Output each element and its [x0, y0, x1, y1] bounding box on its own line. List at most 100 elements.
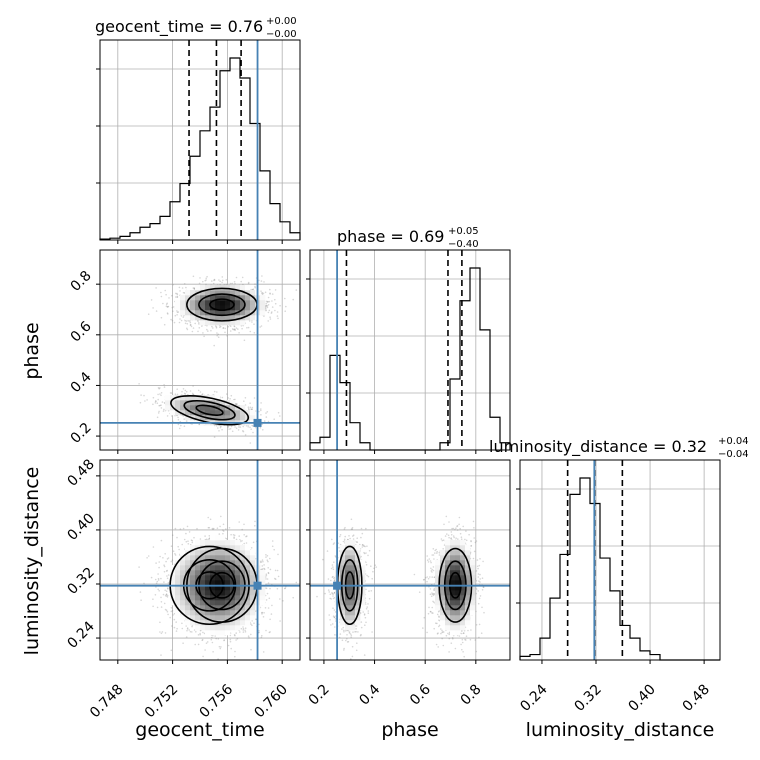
- panel-phase-vs-geocent-time-cell: [165, 405, 171, 411]
- panel-phase-vs-geocent-time-point: [190, 325, 193, 328]
- panel-luminosity-distance-vs-geocent-time-point: [240, 627, 243, 630]
- panel-phase-vs-geocent-time-point: [258, 279, 260, 282]
- panel-phase-vs-geocent-time-point: [250, 288, 252, 291]
- panel-luminosity-distance-vs-geocent-time-point: [208, 526, 211, 529]
- panel-phase-vs-geocent-time-point: [163, 386, 166, 388]
- panel-phase-vs-geocent-time-cell: [210, 300, 216, 306]
- panel-luminosity-distance-vs-geocent-time-point: [260, 561, 262, 564]
- panel-luminosity-distance-vs-geocent-time-point: [139, 591, 142, 593]
- panel-luminosity-distance-vs-geocent-time-point: [166, 594, 169, 597]
- panel-phase-vs-geocent-time-point: [150, 299, 153, 301]
- panel-phase-vs-geocent-time-point: [143, 394, 145, 397]
- panel-phase-vs-geocent-time-point: [202, 280, 204, 283]
- panel-phase-vs-geocent-time-cell: [250, 300, 256, 306]
- panel-phase-vs-geocent-time-point: [178, 427, 181, 430]
- panel-luminosity-distance-vs-geocent-time-point: [217, 658, 219, 660]
- panel-luminosity-distance-vs-geocent-time-point: [241, 528, 243, 531]
- panel-phase-vs-geocent-time-point: [240, 280, 242, 283]
- panel-phase-vs-geocent-time-point: [173, 321, 176, 324]
- panel-phase-vs-geocent-time-point: [180, 424, 182, 427]
- panel-phase-vs-geocent-time-point: [198, 423, 200, 426]
- panel-phase-vs-geocent-time-cell: [225, 305, 231, 311]
- panel-phase-vs-geocent-time-point: [271, 306, 274, 308]
- panel-phase-vs-geocent-time-point: [263, 420, 266, 422]
- panel-phase-vs-geocent-time-point: [236, 403, 238, 406]
- panel-phase-vs-geocent-time-point: [221, 281, 223, 284]
- panel-phase-vs-geocent-time-point: [219, 325, 222, 328]
- panel-phase-vs-geocent-time-point: [219, 426, 222, 429]
- panel-phase-vs-geocent-time-point: [251, 321, 253, 323]
- panel-phase-vs-geocent-time-point: [237, 328, 239, 330]
- panel-phase-vs-geocent-time-point: [265, 412, 267, 414]
- panel-phase-vs-geocent-time-cell: [220, 315, 226, 321]
- panel-phase-vs-geocent-time-cell: [180, 295, 186, 301]
- panel-phase-vs-geocent-time-point: [253, 397, 256, 399]
- panel-phase-vs-geocent-time-point: [198, 282, 201, 285]
- panel-luminosity-distance-vs-geocent-time-point: [243, 542, 245, 545]
- panel-phase-vs-geocent-time-cell: [235, 285, 241, 291]
- panel-phase-vs-geocent-time-point: [267, 320, 270, 322]
- panel-luminosity-distance-vs-geocent-time-point: [260, 561, 262, 563]
- panel-phase-vs-geocent-time-cell: [215, 410, 221, 416]
- panel-luminosity-distance-vs-geocent-time-point: [158, 566, 160, 569]
- panel-phase-vs-geocent-time-point: [193, 287, 196, 289]
- panel-luminosity-distance-vs-geocent-time-point: [269, 631, 271, 633]
- panel-phase-vs-geocent-time-point: [261, 292, 264, 294]
- panel-luminosity-distance-vs-geocent-time-point: [246, 535, 248, 537]
- panel-phase-vs-geocent-time-cell: [190, 310, 196, 316]
- panel-phase-vs-geocent-time-point: [202, 332, 204, 334]
- panel-phase-vs-geocent-time-cell: [235, 410, 241, 416]
- panel-luminosity-distance-vs-geocent-time-point: [228, 527, 231, 529]
- panel-phase-vs-geocent-time-point: [160, 407, 163, 409]
- panel-luminosity-distance-vs-geocent-time-point: [160, 596, 162, 599]
- panel-phase-vs-geocent-time-cell: [175, 400, 181, 406]
- panel-phase-vs-geocent-time-point: [189, 321, 192, 324]
- panel-luminosity-distance-vs-geocent-time-point: [262, 651, 265, 653]
- panel-phase-vs-geocent-time-point: [234, 328, 236, 331]
- panel-phase-vs-geocent-time-cell: [245, 295, 251, 301]
- panel-phase-vs-geocent-time-cell: [205, 290, 211, 296]
- panel-luminosity-distance-vs-geocent-time-point: [265, 629, 267, 632]
- panel-phase-vs-geocent-time-point: [197, 320, 199, 323]
- panel-luminosity-distance-vs-geocent-time-point: [208, 538, 210, 540]
- panel-phase-vs-geocent-time-point: [166, 302, 168, 305]
- panel-phase-vs-geocent-time-cell: [175, 305, 181, 311]
- panel-luminosity-distance-vs-geocent-time-point: [233, 534, 236, 537]
- panel-luminosity-distance-vs-geocent-time-point: [225, 537, 228, 540]
- panel-phase-vs-geocent-time-cell: [220, 305, 226, 311]
- panel-luminosity-distance-vs-geocent-time-point: [214, 635, 216, 637]
- panel-phase-vs-geocent-time-point: [192, 287, 195, 289]
- panel-phase-vs-geocent-time-point: [176, 311, 179, 314]
- panel-luminosity-distance-vs-geocent-time-point: [222, 529, 224, 531]
- panel-phase-vs-geocent-time-point: [139, 401, 142, 404]
- panel-phase-vs-geocent-time-point: [185, 420, 188, 422]
- panel-luminosity-distance-vs-geocent-time-point: [165, 593, 168, 595]
- panel-phase-vs-geocent-time-point: [172, 420, 174, 423]
- panel-phase-vs-geocent-time-point: [191, 392, 194, 395]
- panel-phase-vs-geocent-time-cell: [235, 305, 241, 311]
- panel-phase-vs-geocent-time-point: [267, 300, 269, 303]
- panel-phase-vs-geocent-time-cell: [240, 415, 246, 421]
- panel-luminosity-distance-vs-geocent-time-point: [255, 618, 257, 621]
- hist-luminosity-distance-frame: [519, 459, 721, 661]
- panel-phase-vs-geocent-time-point: [192, 327, 195, 329]
- panel-luminosity-distance-vs-geocent-time-point: [266, 592, 269, 595]
- panel-phase-vs-geocent-time-point: [176, 293, 179, 296]
- panel-phase-vs-geocent-time-cell: [240, 405, 246, 411]
- panel-luminosity-distance-vs-geocent-time-point: [218, 533, 221, 535]
- panel-luminosity-distance-vs-geocent-time-point: [267, 582, 270, 584]
- panel-luminosity-distance-vs-geocent-time-point: [263, 612, 265, 614]
- panel-phase-vs-geocent-time-cell: [195, 315, 201, 321]
- panel-phase-vs-geocent-time-point: [243, 339, 246, 342]
- panel-phase-vs-geocent-time-point: [268, 309, 271, 312]
- panel-phase-vs-geocent-time-point: [254, 285, 256, 288]
- panel-luminosity-distance-vs-geocent-time-point: [175, 621, 177, 623]
- panel-phase-vs-geocent-time-point: [218, 279, 220, 281]
- panel-phase-vs-geocent-time-point: [244, 397, 247, 399]
- panel-phase-vs-geocent-time-cell: [230, 405, 236, 411]
- panel-phase-vs-geocent-time-point: [178, 286, 181, 289]
- panel-phase-vs-geocent-time-point: [231, 328, 234, 330]
- panel-luminosity-distance-vs-geocent-time-point: [164, 553, 166, 555]
- panel-phase-vs-geocent-time-point: [212, 282, 215, 285]
- panel-phase-vs-geocent-time-cell: [200, 405, 206, 411]
